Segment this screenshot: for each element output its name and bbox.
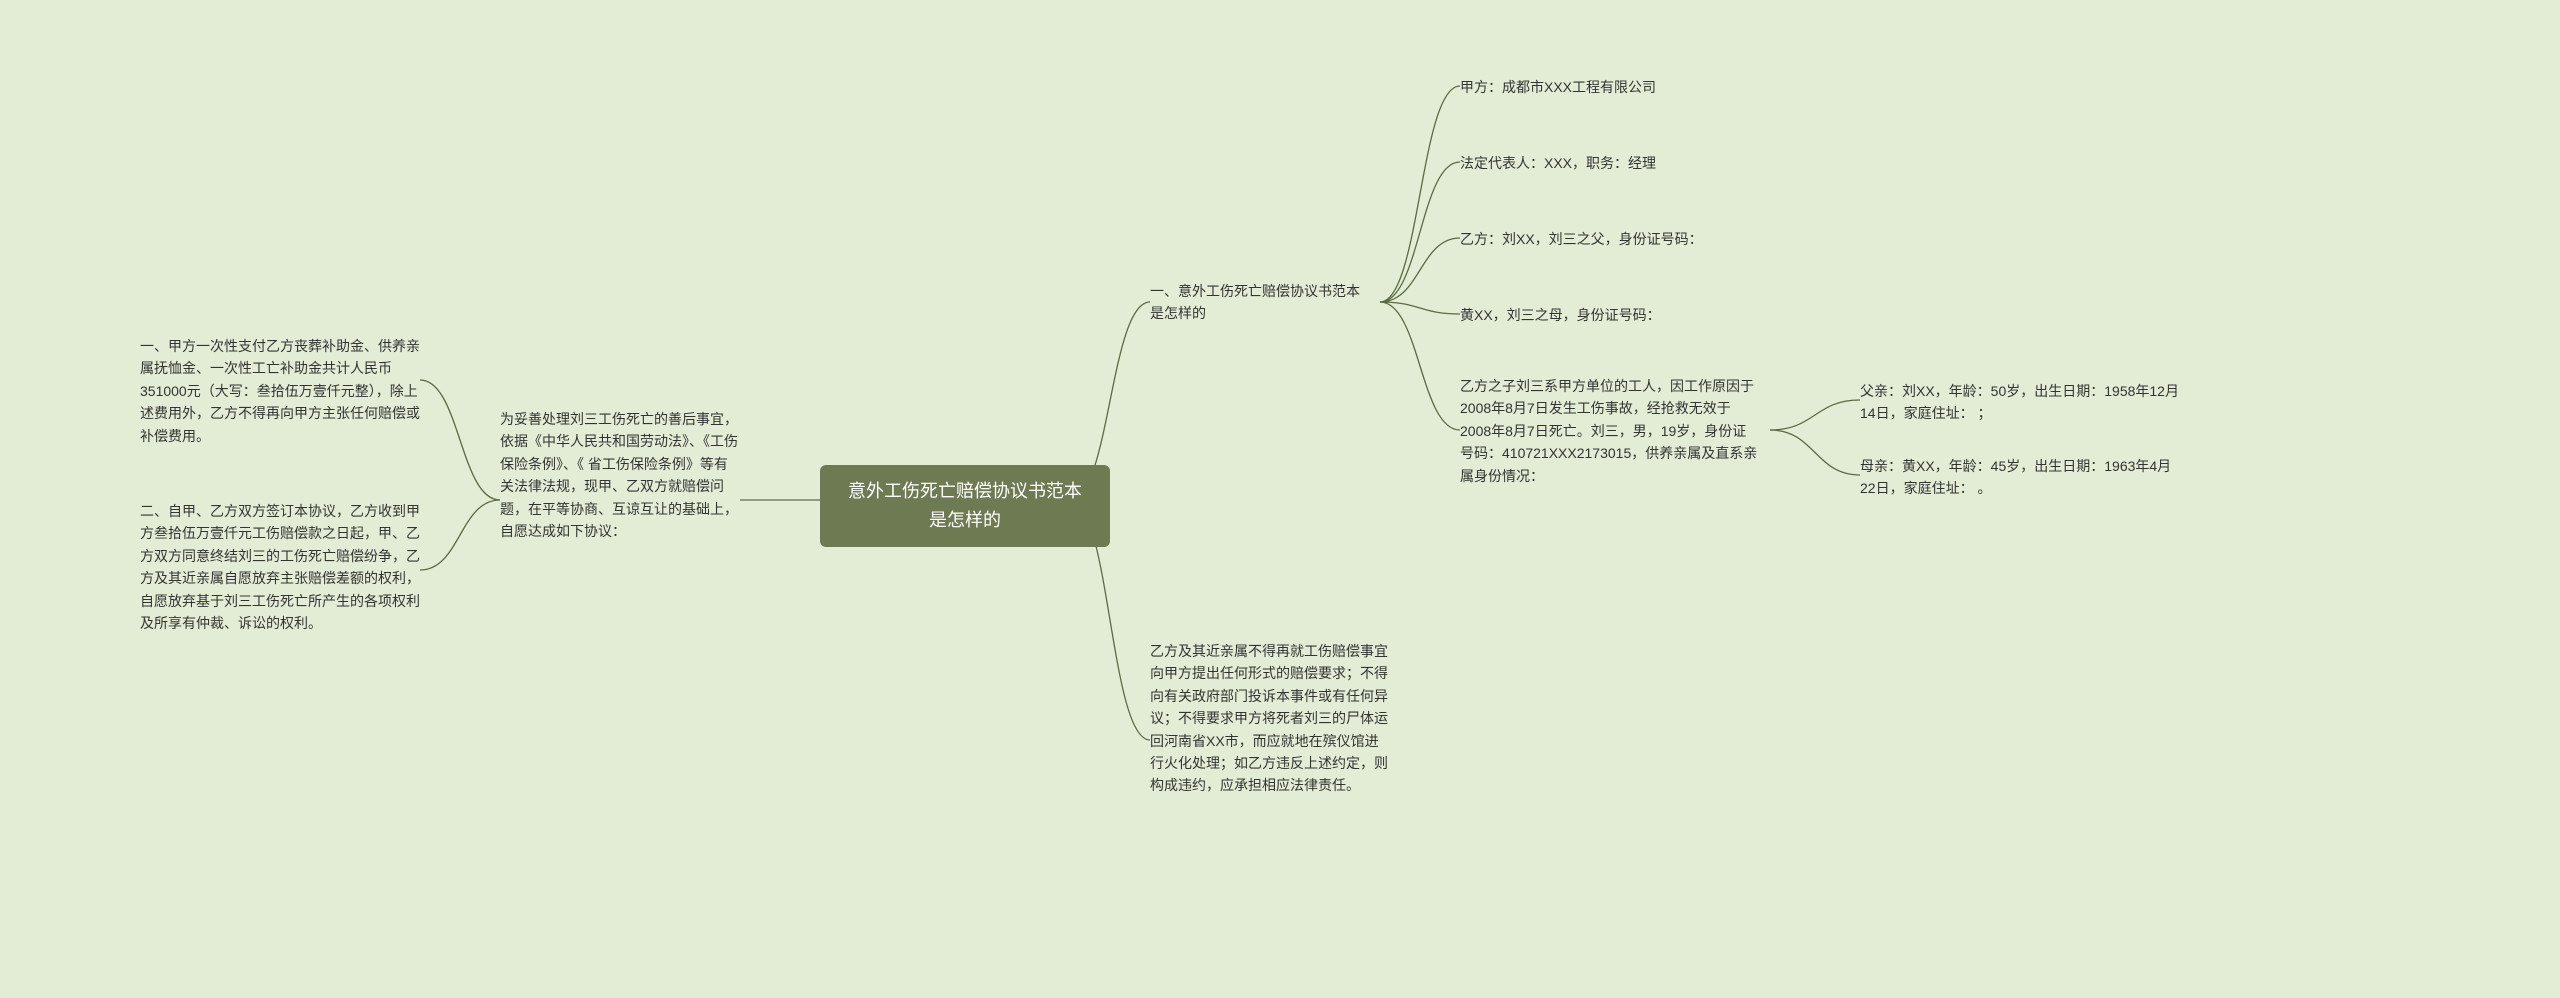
party-a: 甲方：成都市XXX工程有限公司 (1460, 76, 1740, 98)
deceased-info: 乙方之子刘三系甲方单位的工人，因工作原因于2008年8月7日发生工伤事故，经抢救… (1460, 375, 1760, 487)
left-branch-intro: 为妥善处理刘三工伤死亡的善后事宜，依据《中华人民共和国劳动法》、《工伤保险条例》… (500, 408, 740, 542)
root-node: 意外工伤死亡赔偿协议书范本是怎样的 (820, 465, 1110, 547)
party-b-mother: 黄XX，刘三之母，身份证号码： (1460, 304, 1740, 326)
party-b-father: 乙方：刘XX，刘三之父，身份证号码： (1460, 228, 1740, 250)
right-branch-obligations: 乙方及其近亲属不得再就工伤赔偿事宜向甲方提出任何形式的赔偿要求；不得向有关政府部… (1150, 640, 1390, 797)
left-child-waiver: 二、自甲、乙方双方签订本协议，乙方收到甲方叁拾伍万壹仟元工伤赔偿款之日起，甲、乙… (140, 500, 420, 634)
legal-rep: 法定代表人：XXX，职务：经理 (1460, 152, 1740, 174)
relative-mother: 母亲：黄XX，年龄：45岁，出生日期：1963年4月22日，家庭住址： 。 (1860, 455, 2180, 500)
right-branch-header: 一、意外工伤死亡赔偿协议书范本是怎样的 (1150, 280, 1370, 325)
left-child-payment: 一、甲方一次性支付乙方丧葬补助金、供养亲属抚恤金、一次性工亡补助金共计人民币35… (140, 335, 420, 447)
relative-father: 父亲：刘XX，年龄：50岁，出生日期：1958年12月14日，家庭住址： ； (1860, 380, 2180, 425)
